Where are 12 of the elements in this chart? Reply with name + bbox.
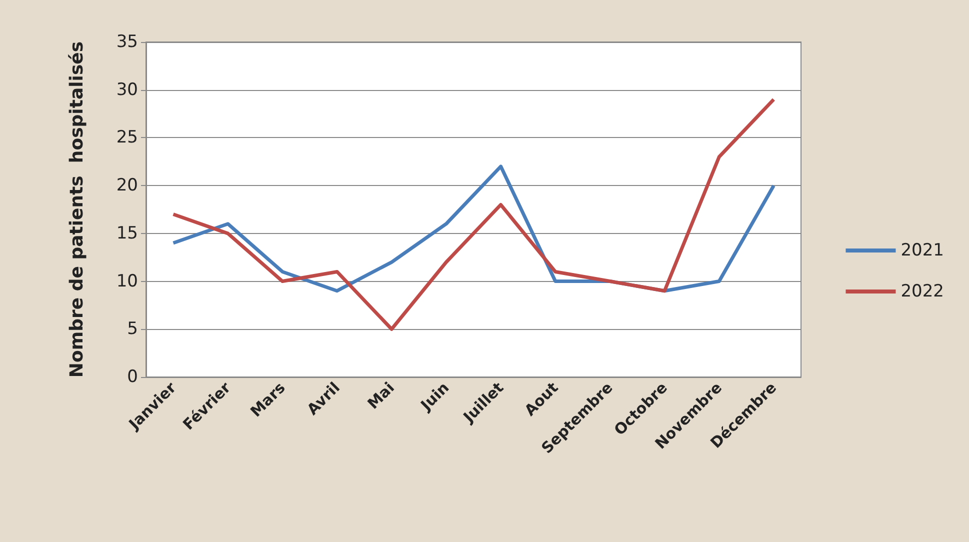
y-tick-label: 0 bbox=[127, 367, 138, 387]
y-tick-label: 30 bbox=[116, 80, 138, 100]
legend-label: 2022 bbox=[900, 282, 944, 302]
y-tick-label: 10 bbox=[116, 271, 138, 292]
y-axis-title: Nombre de patients hospitalisés bbox=[66, 41, 88, 378]
y-tick-label: 15 bbox=[116, 223, 138, 244]
line-series bbox=[172, 98, 776, 331]
y-tick-label: 20 bbox=[116, 176, 138, 196]
y-tick-label: 35 bbox=[116, 32, 138, 52]
y-tick-label: 5 bbox=[127, 319, 138, 340]
y-tick-label: 25 bbox=[116, 128, 138, 148]
legend-label: 2021 bbox=[900, 240, 944, 260]
